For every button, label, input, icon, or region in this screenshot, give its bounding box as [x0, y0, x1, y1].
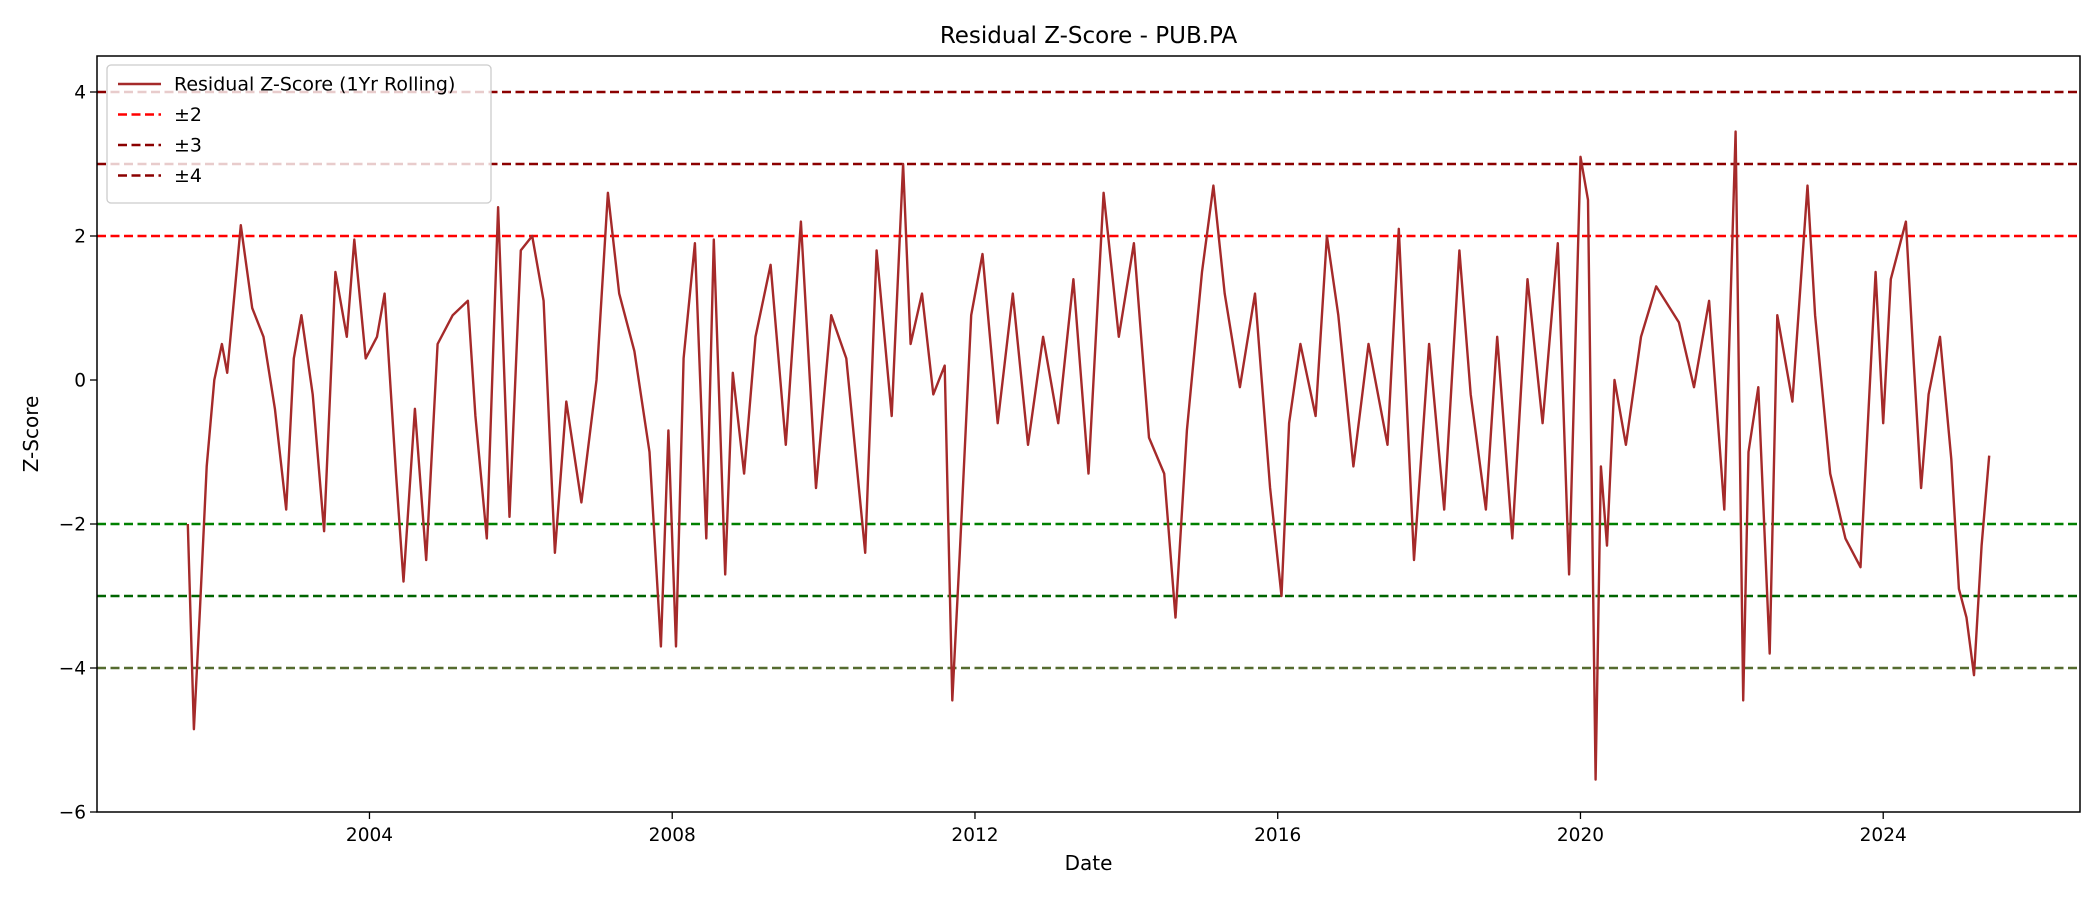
- legend-label: ±4: [174, 165, 202, 187]
- x-axis-title: Date: [1065, 851, 1113, 875]
- y-tick-label: 0: [74, 371, 86, 392]
- y-tick-label: −4: [59, 659, 86, 680]
- x-tick-label: 2024: [1860, 825, 1907, 846]
- legend-label: Residual Z-Score (1Yr Rolling): [174, 74, 455, 96]
- y-tick-label: 4: [74, 83, 86, 104]
- x-tick-label: 2020: [1557, 825, 1604, 846]
- legend-label: ±3: [174, 135, 202, 157]
- y-axis: −6 −4 −2 0 2 4: [59, 83, 97, 824]
- legend: Residual Z-Score (1Yr Rolling) ±2 ±3 ±4: [106, 64, 492, 204]
- x-axis: 2004 2008 2012 2016 2020 2024: [346, 812, 1907, 846]
- series-layer: [186, 130, 1991, 781]
- series-line: [186, 130, 1991, 781]
- legend-box: [106, 64, 492, 204]
- x-tick-label: 2012: [951, 825, 998, 846]
- y-tick-label: −2: [59, 515, 86, 536]
- y-axis-title: Z-Score: [19, 396, 43, 473]
- plot-border: [96, 55, 2081, 813]
- x-tick-label: 2016: [1254, 825, 1301, 846]
- x-tick-label: 2004: [346, 825, 393, 846]
- y-tick-label: 2: [74, 227, 86, 248]
- chart-title: Residual Z-Score - PUB.PA: [940, 23, 1238, 49]
- y-tick-label: −6: [59, 803, 86, 824]
- x-tick-label: 2008: [649, 825, 696, 846]
- legend-label: ±2: [174, 104, 202, 126]
